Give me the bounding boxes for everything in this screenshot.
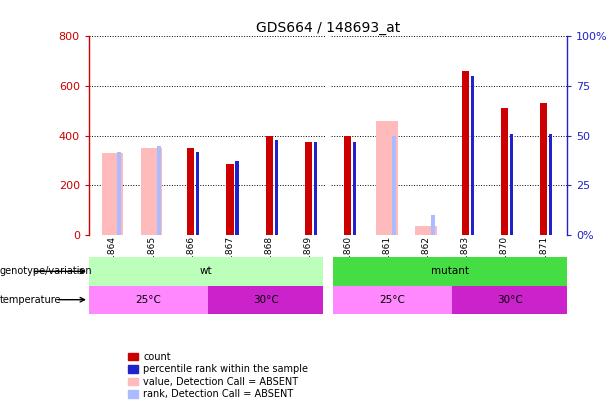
Bar [196, 151, 199, 235]
Text: mutant: mutant [431, 266, 469, 276]
Bar [549, 134, 552, 235]
Text: temperature: temperature [0, 295, 61, 305]
Text: 30°C: 30°C [253, 295, 279, 305]
Text: 25°C: 25°C [379, 295, 405, 305]
Text: 25°C: 25°C [135, 295, 162, 305]
Bar [376, 121, 397, 235]
Bar [415, 226, 436, 235]
Bar [102, 153, 123, 235]
Legend: count, percentile rank within the sample, value, Detection Call = ABSENT, rank, : count, percentile rank within the sample… [128, 351, 309, 400]
Bar [226, 164, 234, 235]
Bar [305, 142, 312, 235]
Title: GDS664 / 148693_at: GDS664 / 148693_at [256, 21, 400, 35]
Text: genotype/variation: genotype/variation [0, 266, 93, 276]
Bar [332, 257, 567, 286]
Bar [314, 142, 317, 235]
Bar [118, 151, 121, 235]
Bar [540, 103, 547, 235]
Bar [157, 145, 161, 235]
Text: wt: wt [200, 266, 213, 276]
Bar [471, 76, 474, 235]
Text: 30°C: 30°C [497, 295, 522, 305]
Bar [275, 140, 278, 235]
Bar [462, 71, 469, 235]
Bar [353, 142, 356, 235]
Bar [344, 136, 351, 235]
Bar [431, 215, 435, 235]
Bar [452, 286, 567, 314]
Bar [89, 257, 324, 286]
Bar [89, 286, 208, 314]
Bar [501, 109, 508, 235]
Bar [235, 162, 238, 235]
Bar [332, 286, 452, 314]
Bar [510, 134, 513, 235]
Bar [265, 136, 273, 235]
Bar [187, 148, 194, 235]
Bar [141, 148, 162, 235]
Bar [392, 136, 396, 235]
Bar [208, 286, 324, 314]
